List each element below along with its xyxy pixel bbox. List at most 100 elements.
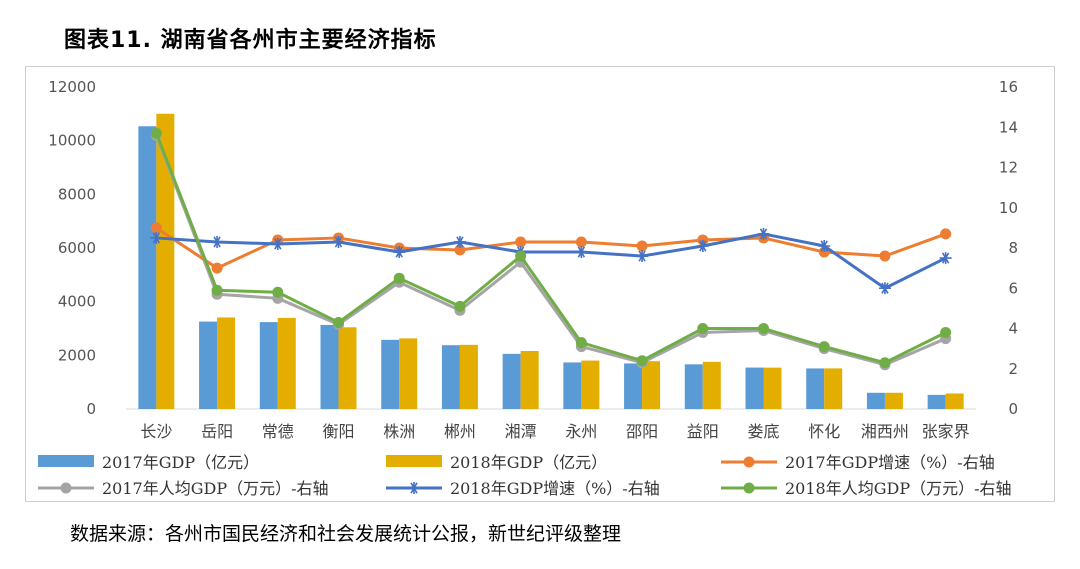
bar-2018-gdp <box>217 317 236 409</box>
category-label: 湘潭 <box>505 422 537 441</box>
left-tick-label: 2000 <box>58 346 96 364</box>
right-tick-label: 4 <box>1008 320 1018 338</box>
bar-2017-gdp <box>259 322 278 409</box>
combo-chart: 0 2000 4000 6000 8000 10000 12000 0 2 4 6 8 10 12 14 16… <box>38 78 1018 498</box>
legend-marker <box>60 482 72 494</box>
point-2018-gdp-growth <box>393 246 406 259</box>
bar-2017-gdp <box>866 392 885 409</box>
category-label: 衡阳 <box>322 422 354 441</box>
point-2018-gdp-per-capita <box>393 272 405 284</box>
point-2018-gdp-growth <box>271 237 284 250</box>
bar-2017-gdp <box>502 353 521 409</box>
left-tick-label: 6000 <box>58 239 96 257</box>
bar-2017-gdp <box>199 321 218 409</box>
legend-label: 2017年GDP增速（%）-右轴 <box>785 453 995 472</box>
point-2018-gdp-growth <box>757 227 770 240</box>
legend-entry: 2017年人均GDP（万元）-右轴 <box>38 479 329 498</box>
line-2018-gdp-per-capita <box>154 132 947 365</box>
bar-2018-gdp <box>459 344 478 409</box>
right-tick-label: 10 <box>999 199 1018 217</box>
category-label: 长沙 <box>140 422 172 441</box>
point-2018-gdp-per-capita <box>758 323 769 334</box>
point-2018-gdp-per-capita <box>575 337 587 349</box>
bar-2018-gdp <box>581 360 600 409</box>
bar-2018-gdp <box>884 392 903 409</box>
data-source-note: 数据来源：各州市国民经济和社会发展统计公报，新世纪评级整理 <box>70 523 622 545</box>
category-label: 益阳 <box>687 422 719 441</box>
bar-2018-gdp <box>520 350 539 409</box>
legend-marker <box>743 482 755 494</box>
point-2018-gdp-growth <box>636 250 649 263</box>
category-label: 常德 <box>262 422 294 441</box>
figure-title: 图表11. 湖南省各州市主要经济指标 <box>64 28 437 53</box>
legend-entry: 2018年人均GDP（万元）-右轴 <box>721 479 1012 498</box>
bar-2018-gdp <box>642 361 661 409</box>
category-label: 岳阳 <box>201 422 233 441</box>
point-2018-gdp-per-capita <box>697 323 709 334</box>
point-2018-gdp-growth <box>696 239 709 252</box>
point-2018-gdp-growth <box>878 282 891 295</box>
legend-label: 2017年GDP（亿元） <box>102 453 259 472</box>
bar-2017-gdp <box>745 367 764 409</box>
right-tick-label: 8 <box>1008 239 1018 257</box>
bar-2017-gdp <box>320 324 339 409</box>
legend-entry: 2018年GDP增速（%）-右轴 <box>386 479 660 498</box>
line-series <box>150 127 952 371</box>
point-2018-gdp-per-capita <box>333 316 344 328</box>
point-2018-gdp-growth <box>211 235 224 248</box>
chart-container: 0 2000 4000 6000 8000 10000 12000 0 2 4 6 8 10 12 14 16… <box>25 66 1055 502</box>
point-2017-gdp-growth <box>636 240 648 252</box>
category-label: 邵阳 <box>626 422 658 441</box>
legend-swatch <box>386 455 442 467</box>
bar-2018-gdp <box>338 327 357 409</box>
point-2018-gdp-per-capita <box>879 357 891 369</box>
category-label: 张家界 <box>922 422 970 441</box>
point-2018-gdp-per-capita <box>211 284 223 296</box>
bar-2018-gdp <box>399 338 418 409</box>
right-tick-label: 16 <box>999 78 1018 96</box>
bar-2017-gdp <box>624 363 643 409</box>
right-tick-label: 0 <box>1008 400 1018 418</box>
left-tick-label: 4000 <box>58 293 96 311</box>
legend-label: 2018年GDP增速（%）-右轴 <box>450 479 660 498</box>
line-2017-gdp-growth <box>155 226 947 270</box>
point-2018-gdp-per-capita <box>454 300 466 312</box>
bar-2017-gdp <box>138 126 157 409</box>
legend-entry: 2018年GDP（亿元） <box>386 453 607 472</box>
legend-marker <box>408 482 420 494</box>
legend-label: 2017年人均GDP（万元）-右轴 <box>102 479 329 498</box>
legend-marker <box>743 456 755 468</box>
bar-2018-gdp <box>945 393 964 409</box>
point-2018-gdp-growth <box>818 239 831 252</box>
point-2018-gdp-per-capita <box>272 286 284 298</box>
point-2018-gdp-per-capita <box>636 355 648 367</box>
right-tick-label: 6 <box>1008 279 1018 297</box>
point-2017-gdp-growth <box>940 228 952 240</box>
point-2018-gdp-growth <box>453 235 466 248</box>
point-2017-gdp-growth <box>515 236 527 248</box>
bar-2018-gdp <box>763 367 782 409</box>
point-2018-gdp-per-capita <box>150 127 162 139</box>
axes: 0 2000 4000 6000 8000 10000 12000 0 2 4 6 8 10 12 14 16… <box>48 78 1018 441</box>
point-2018-gdp-growth <box>150 231 163 244</box>
left-tick-label: 12000 <box>48 78 96 96</box>
category-label: 永州 <box>565 422 597 441</box>
bar-2017-gdp <box>806 368 825 409</box>
left-tick-label: 0 <box>86 400 96 418</box>
point-2018-gdp-per-capita <box>940 327 952 339</box>
legend-entry: 2017年GDP（亿元） <box>38 453 259 472</box>
point-2018-gdp-per-capita <box>515 250 527 262</box>
bar-series <box>138 113 964 409</box>
legend-swatch <box>38 455 94 467</box>
point-2018-gdp-growth <box>575 246 588 259</box>
bar-2017-gdp <box>441 345 460 409</box>
legend-label: 2018年人均GDP（万元）-右轴 <box>785 479 1012 498</box>
right-tick-label: 12 <box>999 159 1018 177</box>
legend: 2017年GDP（亿元） 2018年GDP（亿元） 2017年GDP增速（%）-右轴… <box>38 453 1012 498</box>
bar-2018-gdp <box>702 361 721 409</box>
point-2017-gdp-growth <box>575 236 587 248</box>
right-tick-label: 14 <box>999 118 1018 136</box>
legend-entry: 2017年GDP增速（%）-右轴 <box>721 453 995 472</box>
bar-2017-gdp <box>684 364 703 409</box>
line-2017-gdp-per-capita <box>154 134 947 367</box>
